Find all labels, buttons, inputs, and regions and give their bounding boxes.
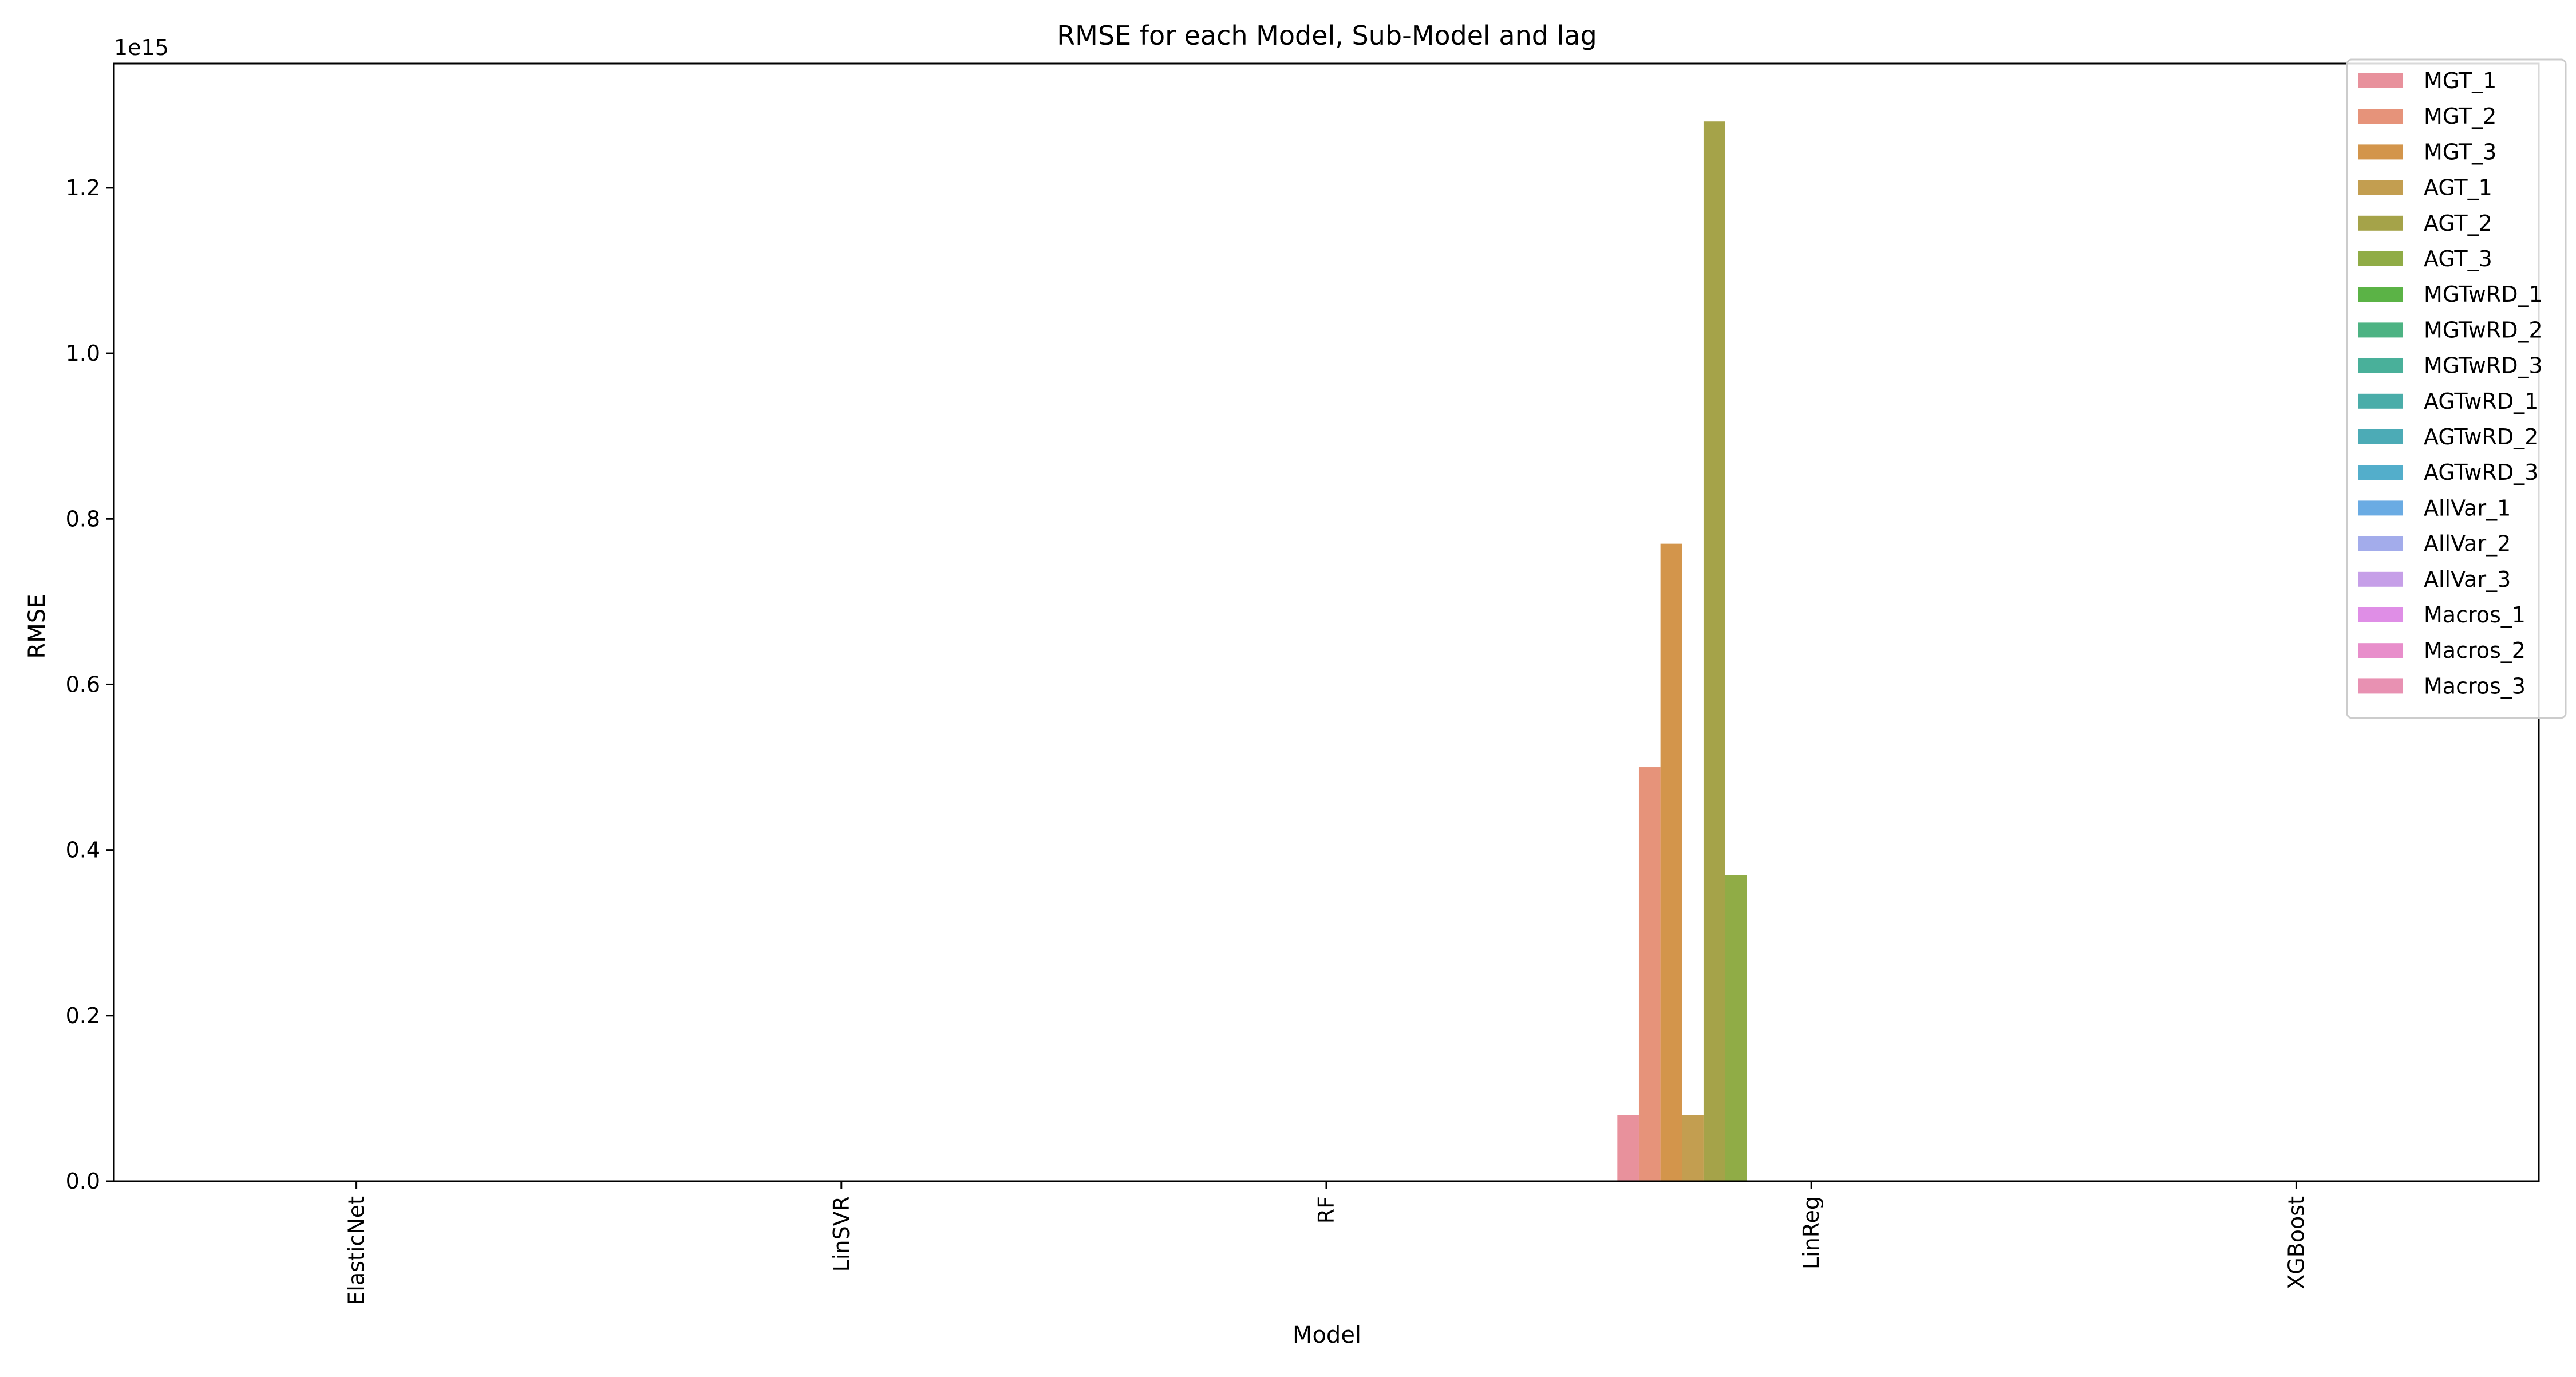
- legend-label: Macros_2: [2424, 638, 2526, 663]
- y-ticks: 0.0 0.2 0.4 0.6 0.8 1.0 1.2: [66, 175, 114, 1194]
- y-tick-label: 1.0: [66, 341, 100, 366]
- bar-agt-1-linreg: [1682, 1115, 1704, 1181]
- legend-swatch-agt-3: [2358, 251, 2403, 266]
- legend-label: MGTwRD_1: [2424, 282, 2543, 307]
- legend: MGT_1 MGT_2 MGT_3 AGT_1 AGT_2 AGT_3 MGTwRD_1 MG…: [2346, 58, 2567, 719]
- y-tick-label: 1.2: [66, 175, 100, 200]
- legend-label: AGTwRD_2: [2424, 424, 2538, 449]
- legend-label: MGT_3: [2424, 139, 2496, 164]
- legend-swatch-allvar-1: [2358, 500, 2403, 516]
- x-ticks: ElasticNet LinSVR RF LinReg XGBoost: [344, 1181, 2309, 1305]
- legend-swatch-mgt-3: [2358, 144, 2403, 160]
- legend-swatch-mgtwrd-3: [2358, 358, 2403, 373]
- bar-mgt-2-linreg: [1638, 767, 1661, 1181]
- legend-swatch-agt-2: [2358, 215, 2403, 231]
- y-axis-offset-text: 1e15: [114, 35, 169, 60]
- legend-swatch-mgtwrd-2: [2358, 322, 2403, 338]
- y-tick-label: 0.2: [66, 1003, 100, 1028]
- legend-label: AGTwRD_3: [2424, 460, 2538, 485]
- bar-agt-3-linreg: [1725, 875, 1747, 1181]
- x-tick-label: LinSVR: [829, 1196, 854, 1272]
- legend-label: Macros_1: [2424, 602, 2526, 628]
- legend-swatch-mgtwrd-1: [2358, 287, 2403, 302]
- legend-label: AGT_1: [2424, 175, 2492, 200]
- y-tick-label: 0.8: [66, 506, 100, 531]
- legend-label: MGT_2: [2424, 104, 2496, 129]
- bar-mgt-1-linreg: [1617, 1115, 1639, 1181]
- legend-swatch-macros-3: [2358, 678, 2403, 694]
- legend-swatch-allvar-2: [2358, 536, 2403, 551]
- legend-label: AllVar_2: [2424, 531, 2511, 557]
- legend-swatch-macros-2: [2358, 643, 2403, 658]
- legend-label: AllVar_3: [2424, 567, 2511, 592]
- y-tick-label: 0.0: [66, 1169, 100, 1194]
- legend-label: AGTwRD_1: [2424, 389, 2538, 414]
- legend-swatch-agtwrd-2: [2358, 429, 2403, 444]
- legend-swatch-agt-1: [2358, 180, 2403, 195]
- bars: [1617, 121, 1747, 1182]
- x-tick-label: LinReg: [1799, 1196, 1824, 1269]
- plot-frame: [113, 62, 2540, 1182]
- legend-swatch-mgt-1: [2358, 73, 2403, 88]
- legend-label: MGTwRD_2: [2424, 317, 2543, 342]
- x-tick-label: ElasticNet: [344, 1196, 369, 1305]
- legend-label: AGT_2: [2424, 211, 2492, 236]
- legend-label: Macros_3: [2424, 673, 2526, 699]
- x-tick-label: RF: [1314, 1196, 1339, 1224]
- legend-swatch-agtwrd-1: [2358, 393, 2403, 409]
- legend-label: MGTwRD_3: [2424, 353, 2543, 378]
- legend-swatch-macros-1: [2358, 607, 2403, 622]
- y-tick-label: 0.4: [66, 838, 100, 863]
- bar-agt-2-linreg: [1703, 121, 1725, 1181]
- legend-label: AllVar_1: [2424, 495, 2511, 520]
- legend-label: MGT_1: [2424, 68, 2496, 93]
- bar-mgt-3-linreg: [1660, 543, 1682, 1182]
- legend-swatch-agtwrd-3: [2358, 465, 2403, 480]
- legend-swatch-mgt-2: [2358, 109, 2403, 124]
- y-axis-label: RMSE: [24, 594, 50, 659]
- x-tick-label: XGBoost: [2283, 1196, 2309, 1289]
- legend-swatch-allvar-3: [2358, 571, 2403, 587]
- y-tick-label: 0.6: [66, 672, 100, 697]
- legend-label: AGT_3: [2424, 246, 2492, 271]
- x-axis-label: Model: [1293, 1322, 1361, 1348]
- chart-title: RMSE for each Model, Sub-Model and lag: [1057, 20, 1597, 51]
